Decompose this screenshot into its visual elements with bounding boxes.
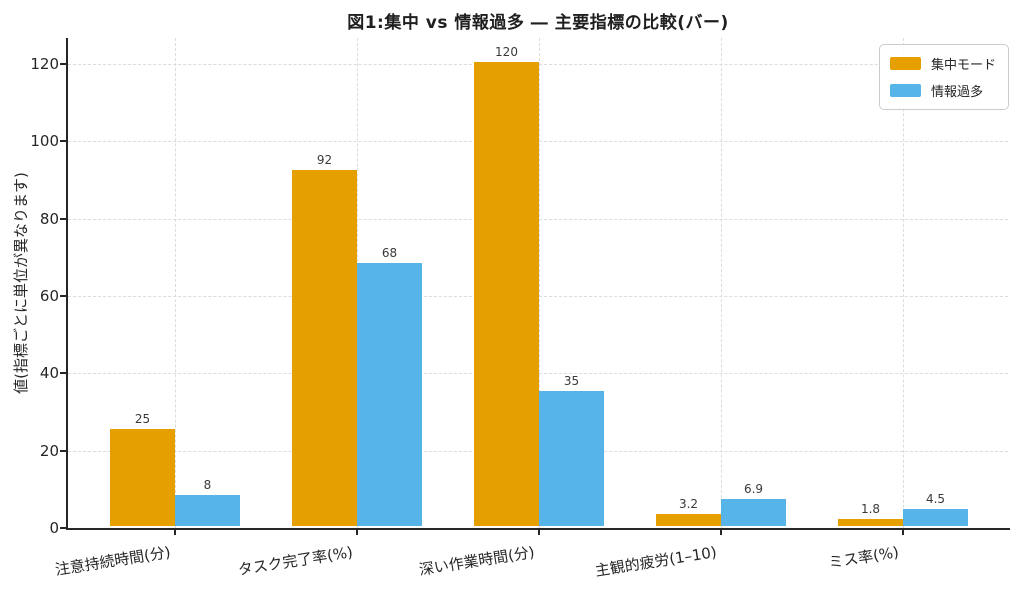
legend-label: 情報過多 <box>930 85 983 100</box>
legend-label: 集中モード <box>930 58 996 73</box>
chart-title: 図1:集中 vs 情報過多 ― 主要指標の比較(バー) <box>347 13 729 33</box>
legend-swatch-orange <box>889 57 921 70</box>
bar-value-label: 35 <box>563 373 580 388</box>
bar-focus-mode <box>110 429 175 526</box>
bar-value-label: 3.2 <box>678 496 699 511</box>
legend-item-info-overload: 情報過多 <box>889 81 996 100</box>
y-tick-mark <box>60 62 66 65</box>
bar-value-label: 4.5 <box>925 491 946 506</box>
bar-focus-mode <box>292 170 357 526</box>
x-tick-label: 注意持続時間(分) <box>54 542 173 580</box>
bar-value-label: 68 <box>381 246 398 261</box>
bar-info-overload <box>357 263 422 526</box>
y-tick-mark <box>60 217 66 220</box>
x-tick-mark <box>538 530 540 535</box>
x-tick-mark <box>902 530 904 535</box>
bar-value-label: 1.8 <box>860 502 881 517</box>
bar-value-label: 6.9 <box>743 482 764 497</box>
legend: 集中モード 情報過多 <box>878 44 1009 110</box>
x-tick-label: 主観的疲労(1–10) <box>593 542 719 580</box>
bar-info-overload <box>721 499 786 526</box>
y-tick-mark <box>60 372 66 375</box>
y-tick-mark <box>60 140 66 143</box>
x-gridline <box>721 38 722 528</box>
y-tick-label: 80 <box>39 209 59 228</box>
bar-value-label: 8 <box>203 478 212 493</box>
x-gridline <box>903 38 904 528</box>
x-gridline <box>539 38 540 528</box>
bar-value-label: 25 <box>134 412 151 427</box>
legend-swatch-blue <box>889 84 921 97</box>
x-tick-mark <box>174 530 176 535</box>
bar-info-overload <box>539 390 604 526</box>
x-gridline <box>175 38 176 528</box>
plot-area: 0 20 40 60 80 100 120 注意持続時間(分) 25 8 タスク完了率(%) 92 68… <box>30 38 1010 580</box>
y-tick-label: 0 <box>49 519 59 537</box>
y-axis-label: 値(指標ごとに単位が異なります) <box>12 172 30 394</box>
bar-focus-mode <box>838 519 903 526</box>
y-tick-label: 40 <box>39 364 59 383</box>
bar-focus-mode <box>656 513 721 526</box>
y-tick-mark <box>60 449 66 452</box>
y-tick-mark <box>60 527 66 529</box>
bar-value-label: 120 <box>495 44 518 59</box>
x-tick-label: ミス率(%) <box>827 542 901 572</box>
x-tick-label: 深い作業時間(分) <box>418 542 537 580</box>
y-tick-label: 100 <box>30 132 59 151</box>
x-axis-spine <box>66 528 1010 530</box>
y-tick-mark <box>60 294 66 297</box>
y-tick-label: 60 <box>39 286 59 305</box>
bar-focus-mode <box>474 61 539 526</box>
x-tick-mark <box>720 530 722 535</box>
x-tick-label: タスク完了率(%) <box>236 542 355 579</box>
bar-info-overload <box>903 508 968 526</box>
x-tick-mark <box>356 530 358 535</box>
y-axis-spine <box>66 38 68 530</box>
y-tick-label: 20 <box>39 441 59 460</box>
y-tick-label: 120 <box>30 54 59 73</box>
bar-value-label: 92 <box>316 153 333 168</box>
legend-item-focus-mode: 集中モード <box>889 54 996 73</box>
bar-info-overload <box>175 495 240 526</box>
